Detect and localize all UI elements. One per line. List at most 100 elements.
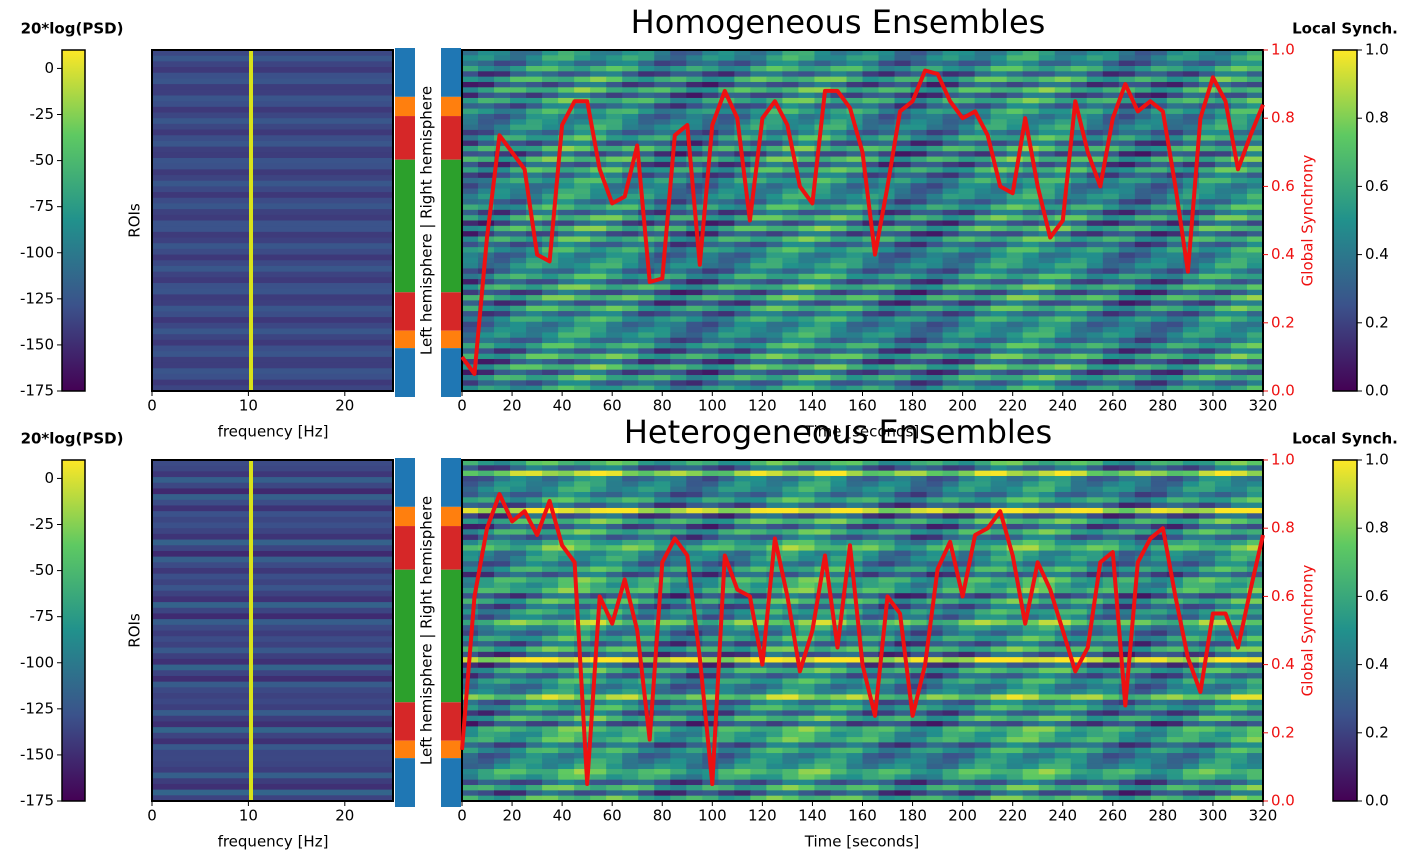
- heatmap-cell: [846, 247, 863, 253]
- heatmap-cell: [830, 162, 847, 168]
- heatmap-cell: [478, 375, 495, 381]
- heatmap-cell: [1199, 55, 1216, 61]
- x-tick-label: 20: [335, 397, 354, 415]
- heatmap-cell: [750, 551, 767, 557]
- heatmap-cell: [1071, 61, 1088, 67]
- heatmap-cell: [1135, 513, 1152, 519]
- heatmap-cell: [846, 93, 863, 99]
- heatmap-cell: [590, 311, 607, 317]
- heatmap-cell: [943, 226, 960, 232]
- heatmap-cell: [526, 263, 543, 269]
- heatmap-cell: [526, 114, 543, 120]
- heatmap-cell: [943, 348, 960, 354]
- heatmap-cell: [1247, 503, 1264, 509]
- heatmap-cell: [654, 77, 671, 83]
- heatmap-cell: [654, 151, 671, 157]
- heatmap-cell: [734, 599, 751, 605]
- x-tick-label: 140: [798, 397, 827, 415]
- heatmap-cell: [782, 567, 799, 573]
- heatmap-cell: [895, 61, 912, 67]
- heatmap-cell: [830, 178, 847, 184]
- heatmap-cell: [494, 476, 511, 482]
- heatmap-cell: [750, 236, 767, 242]
- heatmap-cell: [510, 247, 527, 253]
- heatmap-cell: [1247, 279, 1264, 285]
- heatmap-cell: [830, 322, 847, 328]
- heatmap-cell: [462, 561, 479, 567]
- heatmap-cell: [750, 242, 767, 248]
- hemisphere-strip: [441, 507, 461, 526]
- heatmap-cell: [863, 370, 880, 376]
- heatmap-cell: [510, 66, 527, 72]
- heatmap-cell: [911, 279, 928, 285]
- psd-row: [152, 84, 393, 90]
- heatmap-cell: [814, 535, 831, 541]
- heatmap-cell: [846, 300, 863, 306]
- heatmap-cell: [846, 508, 863, 514]
- heatmap-cell: [1039, 503, 1056, 509]
- heatmap-cell: [1071, 215, 1088, 221]
- heatmap-cell: [654, 588, 671, 594]
- heatmap-cell: [606, 284, 623, 290]
- heatmap-cell: [590, 380, 607, 386]
- heatmap-cell: [526, 109, 543, 115]
- heatmap-cell: [895, 258, 912, 264]
- heatmap-cell: [462, 503, 479, 509]
- heatmap-cell: [1071, 359, 1088, 365]
- heatmap-cell: [1151, 71, 1168, 77]
- heatmap-cell: [846, 327, 863, 333]
- heatmap-cell: [558, 588, 575, 594]
- heatmap-cell: [975, 61, 992, 67]
- heatmap-cell: [943, 492, 960, 498]
- heatmap-cell: [542, 577, 559, 583]
- heatmap-cell: [782, 66, 799, 72]
- heatmap-cell: [782, 476, 799, 482]
- heatmap-cell: [542, 375, 559, 381]
- heatmap-cell: [911, 167, 928, 173]
- heatmap-cell: [1071, 87, 1088, 93]
- heatmap-cell: [1007, 327, 1024, 333]
- heatmap-cell: [1007, 252, 1024, 258]
- heatmap-cell: [494, 252, 511, 258]
- heatmap-cell: [863, 306, 880, 312]
- heatmap-cell: [782, 236, 799, 242]
- heatmap-cell: [846, 359, 863, 365]
- heatmap-cell: [846, 322, 863, 328]
- heatmap-cell: [911, 343, 928, 349]
- heatmap-cell: [670, 615, 687, 621]
- heatmap-cell: [1103, 263, 1120, 269]
- heatmap-cell: [1199, 61, 1216, 67]
- heatmap-cell: [702, 167, 719, 173]
- heatmap-cell: [975, 487, 992, 493]
- heatmap-cell: [911, 178, 928, 184]
- heatmap-cell: [510, 583, 527, 589]
- heatmap-cell: [1039, 332, 1056, 338]
- heatmap-cell: [895, 215, 912, 221]
- heatmap-cell: [510, 332, 527, 338]
- heatmap-cell: [718, 513, 735, 519]
- heatmap-cell: [526, 125, 543, 131]
- heatmap-cell: [927, 215, 944, 221]
- heatmap-cell: [911, 103, 928, 109]
- heatmap-cell: [1071, 205, 1088, 211]
- heatmap-cell: [526, 487, 543, 493]
- heatmap-cell: [654, 178, 671, 184]
- heatmap-cell: [734, 327, 751, 333]
- heatmap-cell: [1071, 332, 1088, 338]
- heatmap-cell: [911, 471, 928, 477]
- heatmap-cell: [911, 215, 928, 221]
- heatmap-cell: [510, 487, 527, 493]
- heatmap-cell: [750, 338, 767, 344]
- heatmap-cell: [1231, 492, 1248, 498]
- heatmap-cell: [590, 87, 607, 93]
- heatmap-cell: [734, 615, 751, 621]
- psd-y-label: ROIs: [126, 203, 144, 238]
- heatmap-cell: [718, 487, 735, 493]
- heatmap-cell: [718, 279, 735, 285]
- heatmap-cell: [846, 620, 863, 626]
- heatmap-cell: [975, 343, 992, 349]
- heatmap-cell: [590, 290, 607, 296]
- heatmap-cell: [1023, 471, 1040, 477]
- heatmap-cell: [1167, 519, 1184, 525]
- heatmap-cell: [622, 561, 639, 567]
